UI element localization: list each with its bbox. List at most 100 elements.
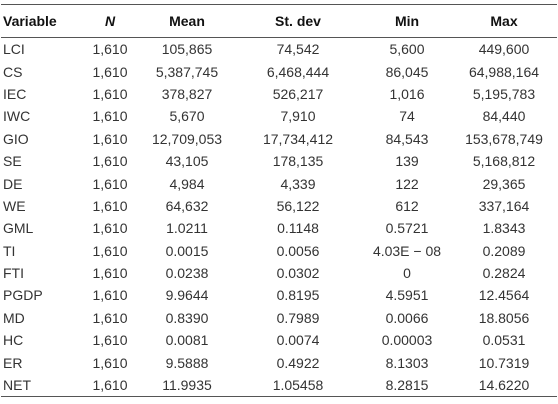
value-cell: 178,135 <box>272 153 324 170</box>
table-row: NET 1,610 11.9935 1.05458 8.2815 14.6220 <box>1 373 557 398</box>
variable-cell: NET <box>1 373 79 398</box>
value-cell: 1,610 <box>92 354 128 371</box>
value-cell: 0.8195 <box>276 287 320 304</box>
value-cell: 8.1303 <box>385 354 429 371</box>
table-row: GML 1,610 1.0211 0.1148 0.5721 1.8343 <box>1 217 557 239</box>
column-header: N <box>79 4 141 38</box>
variable-cell: HC <box>3 332 24 349</box>
variable-cell: CS <box>3 63 23 80</box>
value-cell: 1,610 <box>92 85 128 102</box>
value-cell: 449,600 <box>478 41 530 58</box>
value-cell: 0.2824 <box>482 265 526 282</box>
value-cell: 43,105 <box>165 153 209 170</box>
value-cell: 5,387,745 <box>155 63 219 80</box>
variable-cell: PGDP <box>3 287 43 304</box>
value-cell: 5,168,812 <box>472 153 536 170</box>
table-row: CS 1,610 5,387,745 6,468,444 86,045 64,988,16… <box>1 60 557 82</box>
table-row: MD 1,610 0.8390 0.7989 0.0066 18.8056 <box>1 307 557 329</box>
value-cell: 4,984 <box>169 175 205 192</box>
value-cell: 12,709,053 <box>151 130 223 147</box>
table-row: IEC 1,610 378,827 526,217 1,016 5,195,783 <box>1 83 557 105</box>
table-header: Variable N Mean St. dev Min Max <box>1 4 557 38</box>
value-cell: 1.05458 <box>233 373 363 398</box>
value-cell: 1,610 <box>92 63 128 80</box>
value-cell: 0.0074 <box>276 332 320 349</box>
column-header: Max <box>451 4 557 38</box>
value-cell: 0.5721 <box>385 220 429 237</box>
value-cell: 4.5951 <box>385 287 429 304</box>
value-cell: 17,734,412 <box>262 130 334 147</box>
value-cell: 84,543 <box>385 130 429 147</box>
table-row: WE 1,610 64,632 56,122 612 337,164 <box>1 195 557 217</box>
variable-cell: TI <box>3 242 16 259</box>
value-cell: 1,610 <box>92 242 128 259</box>
value-cell: 0.0081 <box>165 332 209 349</box>
table-row: ER 1,610 9.5888 0.4922 8.1303 10.7319 <box>1 351 557 373</box>
value-cell: 4.03E − 08 <box>372 242 442 259</box>
variable-cell: MD <box>3 309 25 326</box>
column-header: Min <box>363 4 451 38</box>
value-cell: 11.9935 <box>141 373 233 398</box>
value-cell: 9.5888 <box>165 354 209 371</box>
variable-cell: ER <box>3 354 23 371</box>
variable-cell: WE <box>3 197 26 214</box>
value-cell: 0 <box>403 265 411 282</box>
value-cell: 0.0056 <box>276 242 320 259</box>
value-cell: 56,122 <box>276 197 320 214</box>
value-cell: 10.7319 <box>478 354 530 371</box>
value-cell: 0.0066 <box>385 309 429 326</box>
value-cell: 0.0531 <box>482 332 526 349</box>
table-row: IWC 1,610 5,670 7,910 74 84,440 <box>1 105 557 127</box>
header-row: Variable N Mean St. dev Min Max <box>1 4 557 38</box>
value-cell: 5,670 <box>169 108 205 125</box>
value-cell: 337,164 <box>478 197 530 214</box>
value-cell: 122 <box>395 175 419 192</box>
value-cell: 29,365 <box>482 175 526 192</box>
table-row: HC 1,610 0.0081 0.0074 0.00003 0.0531 <box>1 329 557 351</box>
value-cell: 0.2089 <box>482 242 526 259</box>
variable-cell: LCI <box>3 41 25 58</box>
variable-cell: FTI <box>3 265 24 282</box>
value-cell: 105,865 <box>161 41 213 58</box>
column-header: St. dev <box>233 4 363 38</box>
value-cell: 64,988,164 <box>468 63 540 80</box>
value-cell: 0.8390 <box>165 309 209 326</box>
value-cell: 0.4922 <box>276 354 320 371</box>
value-cell: 74,542 <box>276 41 320 58</box>
value-cell: 378,827 <box>161 85 213 102</box>
value-cell: 18.8056 <box>478 309 530 326</box>
value-cell: 4,339 <box>280 175 316 192</box>
value-cell: 0.0015 <box>165 242 209 259</box>
table-body: LCI 1,610 105,865 74,542 5,600 449,600 CS 1,610… <box>1 38 557 398</box>
table-row: TI 1,610 0.0015 0.0056 4.03E − 08 0.2089 <box>1 240 557 262</box>
table-row: FTI 1,610 0.0238 0.0302 0 0.2824 <box>1 262 557 284</box>
value-cell: 0.0302 <box>276 265 320 282</box>
value-cell: 0.0238 <box>165 265 209 282</box>
value-cell: 1,610 <box>92 220 128 237</box>
value-cell: 0.7989 <box>276 309 320 326</box>
value-cell: 9.9644 <box>165 287 209 304</box>
value-cell: 1,610 <box>92 332 128 349</box>
value-cell: 526,217 <box>272 85 324 102</box>
value-cell: 84,440 <box>482 108 526 125</box>
statistics-table: Variable N Mean St. dev Min Max LCI 1,610 105,8… <box>1 4 557 398</box>
value-cell: 1,610 <box>92 130 128 147</box>
value-cell: 8.2815 <box>363 373 451 398</box>
value-cell: 64,632 <box>165 197 209 214</box>
value-cell: 5,600 <box>389 41 425 58</box>
value-cell: 0.1148 <box>277 220 319 237</box>
value-cell: 6,468,444 <box>266 63 330 80</box>
value-cell: 5,195,783 <box>472 85 536 102</box>
column-header: Mean <box>141 4 233 38</box>
value-cell: 74 <box>399 108 415 125</box>
value-cell: 14.6220 <box>451 373 557 398</box>
variable-cell: GIO <box>3 130 29 147</box>
value-cell: 1,016 <box>389 85 425 102</box>
value-cell: 1,610 <box>92 41 128 58</box>
table-row: SE 1,610 43,105 178,135 139 5,168,812 <box>1 150 557 172</box>
value-cell: 1,610 <box>79 373 141 398</box>
value-cell: 1,610 <box>92 197 128 214</box>
table-row: LCI 1,610 105,865 74,542 5,600 449,600 <box>1 38 557 61</box>
value-cell: 1,610 <box>92 153 128 170</box>
